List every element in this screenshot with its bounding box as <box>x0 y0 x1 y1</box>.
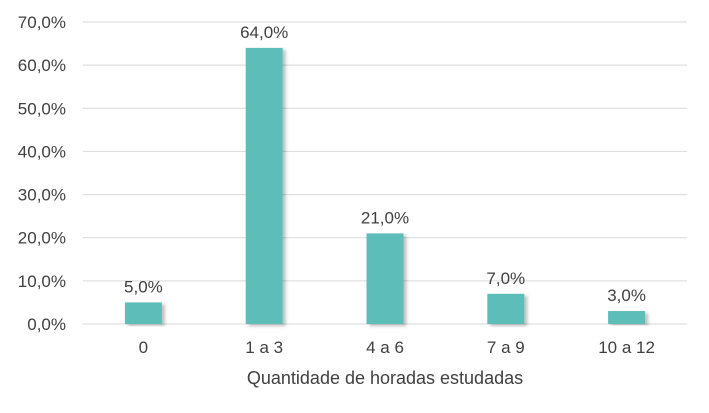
y-axis-ticks: 0,0% 10,0% 20,0% 30,0% 40,0% 50,0% 60,0% 70,0% <box>18 13 66 334</box>
y-tick-label: 20,0% <box>18 229 66 248</box>
bar <box>366 233 404 324</box>
data-label: 21,0% <box>361 208 409 227</box>
data-label: 5,0% <box>124 277 163 296</box>
bars <box>124 47 646 325</box>
y-tick-label: 70,0% <box>18 13 66 32</box>
y-tick-label: 60,0% <box>18 56 66 75</box>
bar <box>124 302 162 324</box>
data-label: 64,0% <box>240 23 288 42</box>
data-label: 7,0% <box>486 269 525 288</box>
y-tick-label: 10,0% <box>18 272 66 291</box>
x-tick-label: 1 a 3 <box>245 338 283 357</box>
x-axis-ticks: 0 1 a 3 4 a 6 7 a 9 10 a 12 <box>139 338 655 357</box>
y-tick-label: 30,0% <box>18 186 66 205</box>
x-tick-label: 7 a 9 <box>487 338 525 357</box>
x-tick-label: 0 <box>139 338 148 357</box>
y-tick-label: 50,0% <box>18 99 66 118</box>
bar <box>608 311 646 324</box>
bar <box>487 293 525 324</box>
x-axis-title: Quantidade de horadas estudadas <box>247 368 523 388</box>
x-tick-label: 4 a 6 <box>366 338 404 357</box>
bar <box>245 47 283 325</box>
data-label: 3,0% <box>607 286 646 305</box>
data-labels: 5,0% 64,0% 21,0% 7,0% 3,0% <box>124 23 646 305</box>
x-tick-label: 10 a 12 <box>598 338 655 357</box>
y-tick-label: 40,0% <box>18 142 66 161</box>
y-tick-label: 0,0% <box>27 315 66 334</box>
